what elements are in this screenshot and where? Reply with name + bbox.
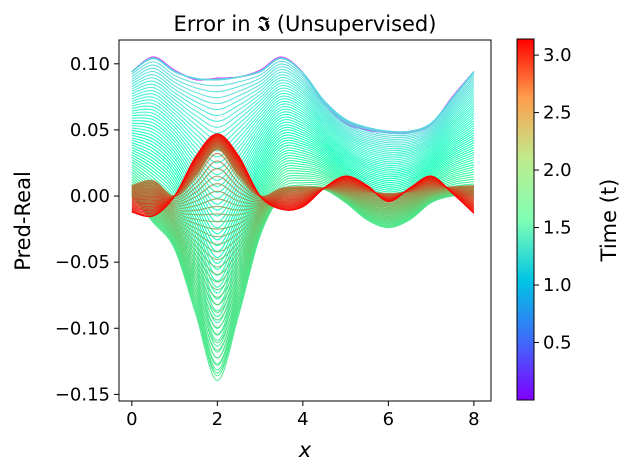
error-curve — [131, 66, 475, 139]
colorbar-tick-label: 2.5 — [543, 103, 572, 124]
plot-frame — [118, 39, 492, 402]
error-curve — [131, 60, 475, 135]
x-axis-label: x — [298, 438, 312, 462]
error-curve — [131, 103, 475, 182]
error-curve — [131, 187, 474, 382]
error-curve — [131, 87, 475, 153]
y-tick-label: 0.00 — [70, 186, 110, 207]
error-curve — [131, 137, 475, 258]
y-tick-label: 0.05 — [70, 120, 110, 141]
error-curve — [131, 100, 475, 176]
error-curve — [131, 106, 475, 187]
colorbar-gradient — [516, 38, 535, 401]
x-tick-label: 4 — [297, 409, 308, 430]
colorbar-tick-label: 2.0 — [543, 160, 572, 181]
colorbar-tick-label: 0.5 — [543, 333, 572, 354]
x-tick-label: 2 — [212, 409, 223, 430]
error-curve — [131, 58, 475, 133]
error-curve — [131, 92, 475, 158]
y-tick-label: 0.10 — [70, 54, 110, 75]
error-curve — [131, 134, 475, 253]
error-curve — [131, 71, 475, 142]
error-curve — [131, 82, 475, 150]
error-curve — [131, 108, 475, 193]
error-curve — [131, 111, 475, 199]
y-axis-label: Pred-Real — [11, 171, 35, 271]
error-curve — [131, 95, 475, 164]
colorbar: 0.5 1.0 1.5 2.0 2.5 3.0 Time (t) — [516, 38, 621, 401]
y-tick-label: −0.05 — [55, 252, 110, 273]
error-curve — [131, 68, 475, 140]
colorbar-tick-label: 3.0 — [543, 45, 572, 66]
error-curve — [131, 76, 475, 146]
x-tick-label: 8 — [468, 409, 479, 430]
error-curve — [131, 139, 475, 264]
error-curve — [131, 90, 475, 155]
colorbar-label: Time (t) — [597, 179, 621, 263]
y-tick-label: −0.15 — [55, 384, 110, 405]
error-curve — [131, 63, 475, 137]
colorbar-tick-label: 1.0 — [543, 275, 572, 296]
error-curve — [131, 79, 475, 148]
error-curve — [131, 74, 475, 144]
chart-title: Error in 𝕴 (Unsupervised) — [174, 12, 437, 36]
colorbar-tick-label: 1.5 — [543, 218, 572, 239]
y-tick-label: −0.10 — [55, 318, 110, 339]
error-curve — [131, 133, 475, 218]
error-curves — [131, 56, 475, 382]
x-axis: 0 2 4 6 8 — [126, 401, 480, 430]
x-tick-label: 0 — [126, 409, 137, 430]
error-curve — [131, 84, 475, 152]
y-axis: −0.15 −0.10 −0.05 0.00 0.05 0.10 — [55, 54, 119, 405]
error-curve — [131, 98, 475, 170]
x-tick-label: 6 — [383, 409, 394, 430]
colorbar-ticks: 0.5 1.0 1.5 2.0 2.5 3.0 — [534, 45, 572, 354]
